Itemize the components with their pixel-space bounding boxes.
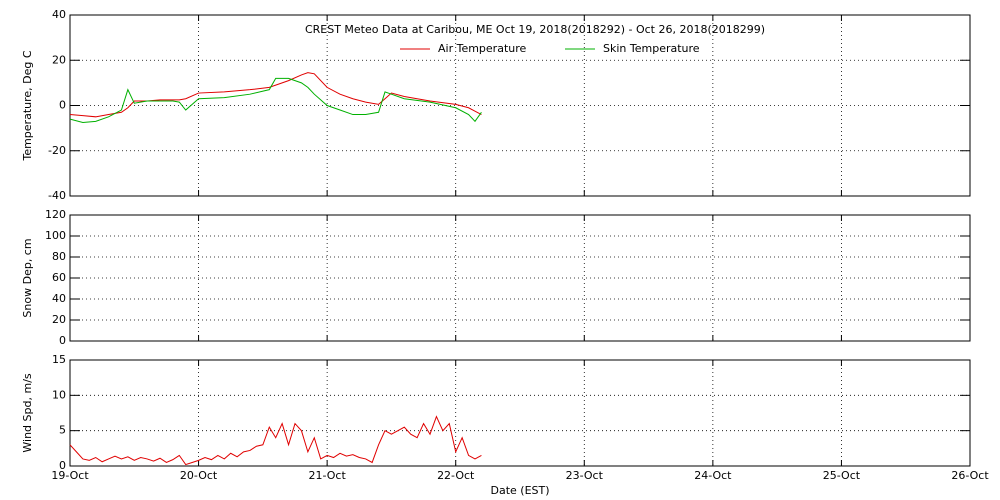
data-line: [69, 72, 482, 118]
y-tick-label: 100: [45, 229, 66, 242]
y-tick-label: 40: [52, 8, 66, 21]
x-tick-label: 20-Oct: [180, 469, 218, 482]
y-axis-title: Wind Spd, m/s: [21, 373, 34, 453]
y-tick-label: 120: [45, 208, 66, 221]
y-axis-title: Temperature, Deg C: [21, 50, 34, 161]
legend-label: Air Temperature: [438, 42, 527, 55]
chart-title: CREST Meteo Data at Caribou, ME Oct 19, …: [305, 23, 765, 36]
plot-frame: [69, 214, 971, 342]
x-tick-label: 22-Oct: [437, 469, 475, 482]
data-line: [69, 415, 482, 466]
data-line: [69, 77, 482, 123]
y-tick-label: -20: [48, 144, 66, 157]
x-tick-label: 23-Oct: [566, 469, 604, 482]
x-tick-label: 25-Oct: [823, 469, 861, 482]
y-tick-label: 40: [52, 292, 66, 305]
x-tick-label: 19-Oct: [51, 469, 89, 482]
y-tick-label: -40: [48, 189, 66, 202]
x-tick-label: 21-Oct: [308, 469, 346, 482]
y-tick-label: 0: [59, 459, 66, 472]
plot-frame: [69, 359, 971, 467]
legend-label: Skin Temperature: [603, 42, 700, 55]
y-tick-label: 10: [52, 388, 66, 401]
y-tick-label: 15: [52, 353, 66, 366]
plot-frame: [69, 14, 971, 197]
x-tick-label: 26-Oct: [951, 469, 989, 482]
y-tick-label: 0: [59, 99, 66, 112]
x-tick-label: 24-Oct: [694, 469, 732, 482]
x-axis-title: Date (EST): [490, 484, 549, 497]
y-tick-label: 0: [59, 334, 66, 347]
y-tick-label: 60: [52, 271, 66, 284]
y-tick-label: 5: [59, 424, 66, 437]
y-tick-label: 80: [52, 250, 66, 263]
y-axis-title: Snow Dep, cm: [21, 238, 34, 317]
y-tick-label: 20: [52, 53, 66, 66]
y-tick-label: 20: [52, 313, 66, 326]
